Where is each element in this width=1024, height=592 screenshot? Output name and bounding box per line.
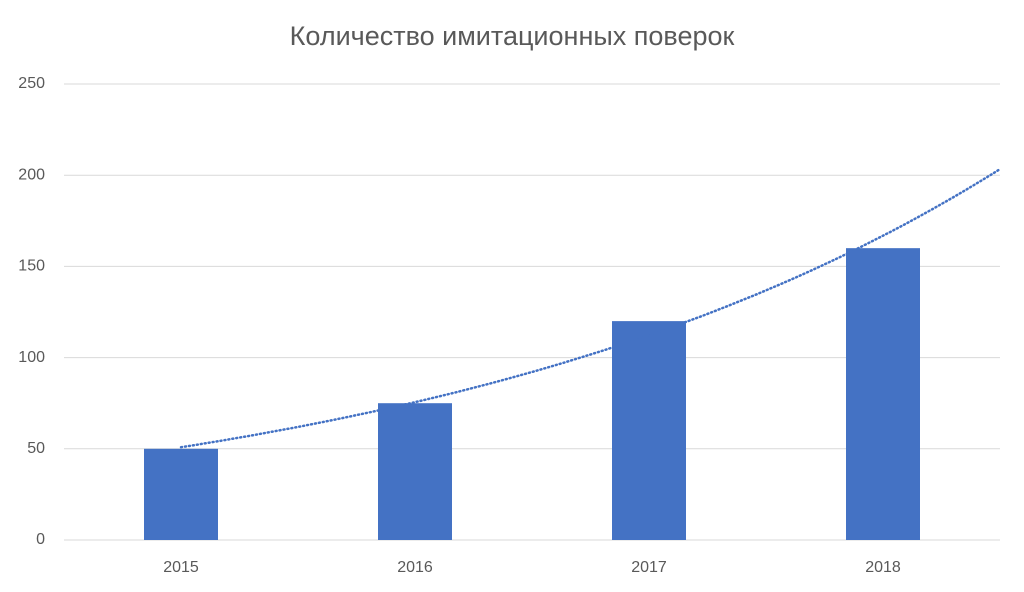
y-tick-label: 200 — [18, 166, 45, 183]
y-tick-label: 150 — [18, 258, 45, 275]
x-tick-label: 2018 — [865, 559, 901, 576]
y-tick-label: 100 — [18, 349, 45, 366]
y-tick-label: 50 — [27, 440, 45, 457]
bar — [612, 321, 686, 540]
y-tick-label: 0 — [36, 531, 45, 548]
x-tick-label: 2017 — [631, 559, 667, 576]
bar — [846, 248, 920, 540]
chart-title: Количество имитационных поверок — [290, 21, 735, 51]
x-tick-label: 2015 — [163, 559, 199, 576]
bar — [378, 403, 452, 540]
x-tick-label: 2016 — [397, 559, 433, 576]
trendline — [179, 167, 1002, 449]
bar — [144, 448, 218, 540]
y-tick-label: 250 — [18, 75, 45, 92]
